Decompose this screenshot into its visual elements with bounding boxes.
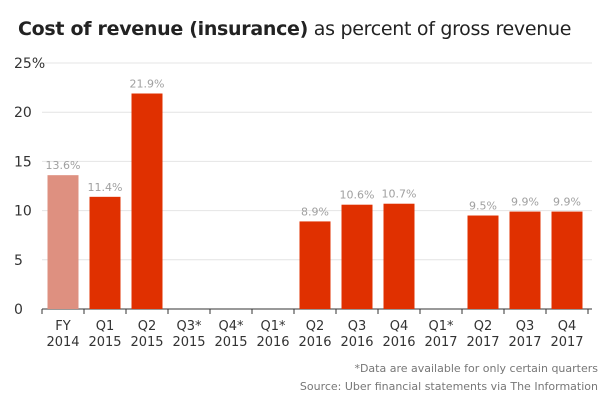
x-tick-label: Q1*	[260, 319, 286, 334]
x-tick-label: 2015	[172, 335, 205, 350]
footnote: *Data are available for only certain qua…	[354, 362, 598, 375]
bar	[383, 203, 415, 309]
x-tick-label: Q1*	[428, 319, 454, 334]
y-tick-label: 15	[14, 154, 32, 170]
data-label: 11.4%	[88, 181, 123, 194]
x-tick-label: 2014	[46, 335, 79, 350]
data-label: 10.6%	[340, 189, 375, 202]
bar	[341, 204, 373, 309]
y-tick-label: 0	[14, 302, 23, 318]
x-tick-label: Q4	[558, 319, 577, 334]
bar	[89, 196, 121, 309]
x-tick-label: 2015	[214, 335, 247, 350]
x-tick-label: Q3	[516, 319, 535, 334]
data-label: 10.7%	[382, 188, 417, 201]
x-tick-label: Q2	[138, 319, 157, 334]
bar	[47, 175, 79, 309]
x-tick-label: 2016	[382, 335, 415, 350]
x-tick-label: Q1	[96, 319, 115, 334]
bar	[467, 215, 499, 309]
x-tick-label: 2015	[130, 335, 163, 350]
x-tick-label: 2017	[466, 335, 499, 350]
x-tick-label: 2016	[340, 335, 373, 350]
x-tick-label: FY	[55, 319, 70, 334]
title-rest: as percent of gross revenue	[313, 18, 572, 40]
bar	[509, 211, 541, 309]
x-tick-label: Q2	[306, 319, 325, 334]
y-tick-label: 20	[14, 105, 32, 121]
x-tick-label: 2016	[256, 335, 289, 350]
data-label: 21.9%	[130, 78, 165, 91]
x-tick-label: 2017	[508, 335, 541, 350]
x-tick-label: Q2	[474, 319, 493, 334]
y-tick-label: 25%	[14, 56, 45, 72]
x-tick-label: 2017	[550, 335, 583, 350]
bar	[299, 221, 331, 309]
x-tick-label: 2015	[88, 335, 121, 350]
x-tick-label: Q3*	[176, 319, 202, 334]
x-tick-label: 2016	[298, 335, 331, 350]
title-bold: Cost of revenue (insurance)	[18, 18, 309, 40]
data-label: 9.5%	[469, 200, 497, 213]
x-tick-label: Q4*	[218, 319, 244, 334]
bar	[551, 211, 583, 309]
source: Source: Uber financial statements via Th…	[299, 380, 598, 393]
data-label: 13.6%	[46, 159, 81, 172]
chart-title: Cost of revenue (insurance) as percent o…	[18, 18, 571, 40]
y-tick-label: 10	[14, 204, 32, 220]
y-tick-label: 5	[14, 253, 23, 269]
x-tick-label: Q4	[390, 319, 409, 334]
x-tick-label: Q3	[348, 319, 367, 334]
data-label: 9.9%	[511, 196, 539, 209]
x-tick-label: 2017	[424, 335, 457, 350]
data-label: 8.9%	[301, 205, 329, 218]
data-label: 9.9%	[553, 196, 581, 209]
bar	[131, 93, 163, 309]
